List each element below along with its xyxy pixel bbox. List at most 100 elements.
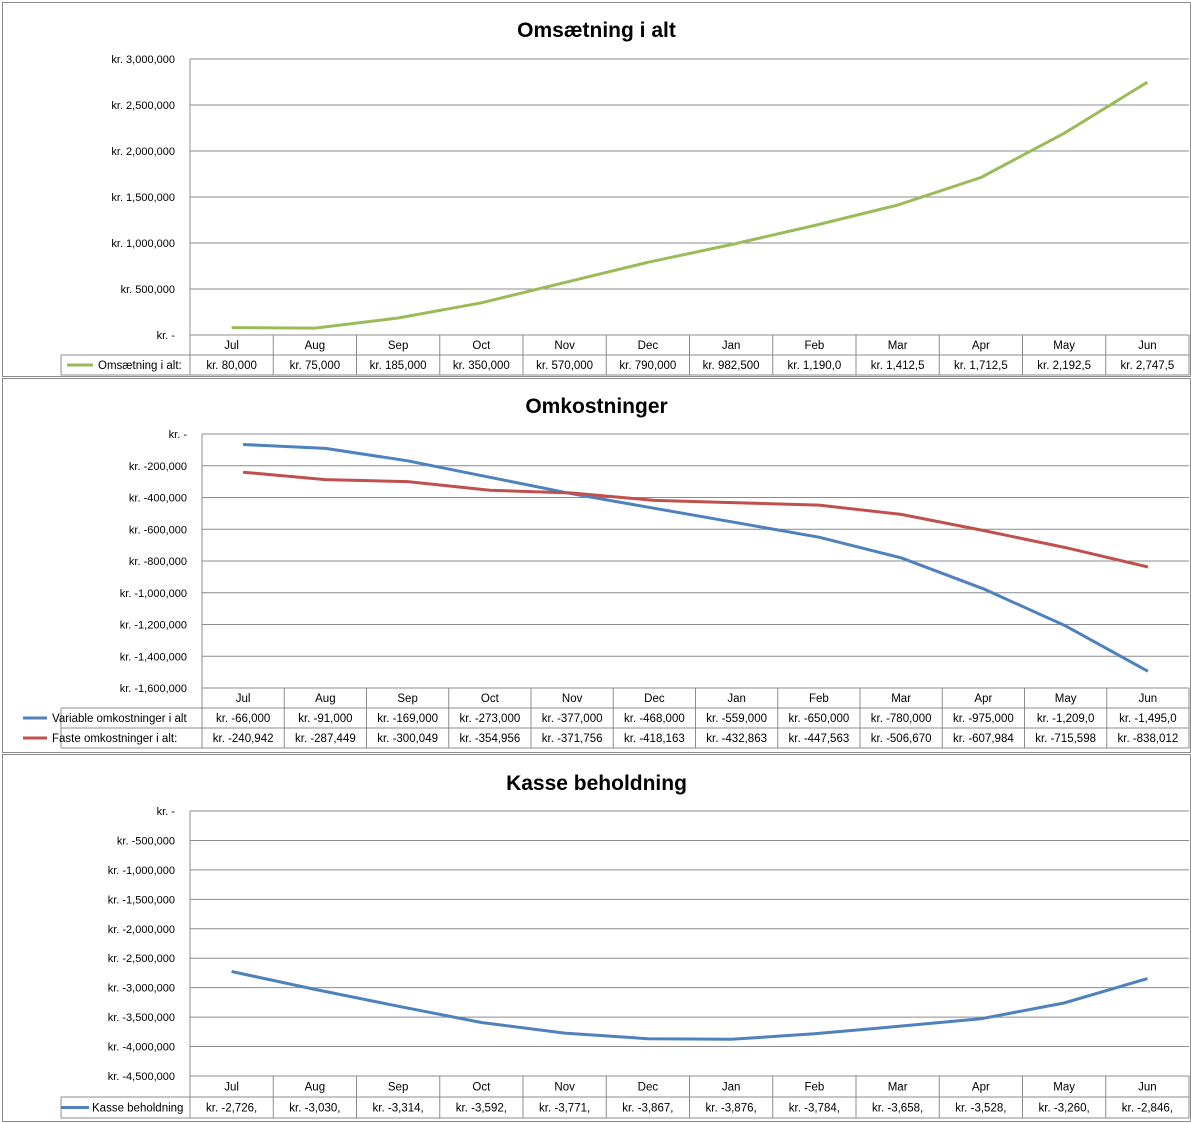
- table-value: kr. -2,846,: [1122, 1103, 1173, 1115]
- x-category-label: May: [1053, 1082, 1075, 1094]
- y-tick-label: kr. -: [169, 429, 188, 441]
- table-value: kr. -650,000: [789, 713, 850, 725]
- y-tick-label: kr. 1,500,000: [111, 192, 175, 204]
- x-category-label: Sep: [388, 340, 408, 352]
- y-tick-label: kr. -4,500,000: [108, 1071, 175, 1083]
- y-tick-label: kr. -1,400,000: [120, 651, 187, 663]
- table-value: kr. 350,000: [453, 360, 510, 372]
- table-value: kr. -3,592,: [456, 1103, 507, 1115]
- y-tick-label: kr. 2,000,000: [111, 146, 175, 158]
- chart-title: Omkostninger: [525, 395, 667, 418]
- table-value: kr. -3,771,: [539, 1103, 590, 1115]
- revenue-chart-panel: Omsætning i alt kr. 3,000,000 kr. 2,500,00…: [2, 2, 1191, 377]
- x-category-label: Apr: [972, 340, 990, 352]
- y-tick-label: kr. -3,500,000: [108, 1012, 175, 1024]
- table-value: kr. 80,000: [206, 360, 257, 372]
- table-value: kr. 1,712,5: [954, 360, 1008, 372]
- table-value: kr. -3,867,: [622, 1103, 673, 1115]
- legend-label-1: Kasse beholdning: [92, 1103, 183, 1115]
- legend-label-1: Variable omkostninger i alt: [52, 713, 187, 725]
- series-line-1: [231, 80, 1149, 330]
- table-value: kr. 2,747,5: [1121, 360, 1175, 372]
- x-category-label: Dec: [644, 693, 665, 705]
- table-value: kr. -1,209,0: [1037, 713, 1095, 725]
- table-value: kr. -354,956: [460, 733, 521, 745]
- series-line-1: [243, 443, 1149, 673]
- x-category-label: Mar: [888, 1082, 908, 1094]
- y-tick-label: kr. -: [157, 806, 176, 818]
- table-value: kr. -3,876,: [706, 1103, 757, 1115]
- table-value: kr. -3,030,: [289, 1103, 340, 1115]
- table-value: kr. -559,000: [706, 713, 767, 725]
- x-category-label: Feb: [809, 693, 829, 705]
- x-category-label: Mar: [888, 340, 908, 352]
- table-value: kr. 570,000: [536, 360, 593, 372]
- table-value: kr. 75,000: [290, 360, 341, 372]
- y-tick-label: kr. -1,600,000: [120, 683, 187, 695]
- table-value: kr. -1,495,0: [1119, 713, 1177, 725]
- table-value: kr. -169,000: [377, 713, 438, 725]
- y-tick-label: kr. -200,000: [129, 461, 187, 473]
- x-category-label: May: [1055, 693, 1077, 705]
- x-category-label: Jul: [224, 340, 239, 352]
- table-value: kr. -506,670: [871, 733, 932, 745]
- series-line-1: [231, 970, 1148, 1041]
- x-category-label: Aug: [305, 340, 325, 352]
- x-category-label: Jun: [1138, 1082, 1157, 1094]
- table-value: kr. 185,000: [370, 360, 427, 372]
- table-value: kr. -3,314,: [373, 1103, 424, 1115]
- y-tick-label: kr. -4,000,000: [108, 1042, 175, 1054]
- y-tick-label: kr. -1,500,000: [108, 894, 175, 906]
- table-value: kr. -273,000: [460, 713, 521, 725]
- table-value: kr. -300,049: [377, 733, 438, 745]
- table-value: kr. -468,000: [624, 713, 685, 725]
- costs-chart: Omkostninger kr. - kr. -200,000 kr. -400,00…: [23, 395, 1190, 749]
- x-category-label: Jun: [1138, 340, 1157, 352]
- table-value: kr. -715,598: [1035, 733, 1096, 745]
- x-category-label: Nov: [554, 1082, 575, 1094]
- y-tick-label: kr. -800,000: [129, 556, 187, 568]
- x-category-label: Oct: [481, 693, 500, 705]
- table-value: kr. 790,000: [619, 360, 676, 372]
- y-tick-label: kr. -1,200,000: [120, 620, 187, 632]
- table-value: kr. -2,726,: [206, 1103, 257, 1115]
- table-value: kr. -3,784,: [789, 1103, 840, 1115]
- y-tick-label: kr. -2,500,000: [108, 953, 175, 965]
- y-tick-label: kr. -: [157, 330, 176, 342]
- table-value: kr. -780,000: [871, 713, 932, 725]
- y-tick-label: kr. -3,000,000: [108, 983, 175, 995]
- y-tick-label: kr. -600,000: [129, 524, 187, 536]
- legend-label-2: Faste omkostninger i alt:: [52, 733, 177, 745]
- x-category-label: Sep: [397, 693, 417, 705]
- y-tick-label: kr. -1,000,000: [108, 865, 175, 877]
- table-value: kr. -91,000: [298, 713, 352, 725]
- legend-label-1: Omsætning i alt:: [98, 360, 182, 372]
- x-category-label: Jul: [236, 693, 251, 705]
- table-value: kr. 2,192,5: [1037, 360, 1091, 372]
- x-category-label: Aug: [305, 1082, 325, 1094]
- y-tick-label: kr. -400,000: [129, 493, 187, 505]
- x-category-label: Apr: [972, 1082, 990, 1094]
- y-tick-label: kr. 1,000,000: [111, 238, 175, 250]
- x-category-label: Jul: [224, 1082, 239, 1094]
- y-tick-label: kr. -500,000: [117, 835, 175, 847]
- x-category-label: Nov: [562, 693, 583, 705]
- table-value: kr. -3,528,: [955, 1103, 1006, 1115]
- x-category-label: Sep: [388, 1082, 408, 1094]
- x-category-label: Aug: [315, 693, 335, 705]
- x-category-label: Apr: [974, 693, 992, 705]
- table-value: kr. -377,000: [542, 713, 603, 725]
- chart-title: Omsætning i alt: [517, 19, 676, 42]
- y-tick-label: kr. -1,000,000: [120, 588, 187, 600]
- x-category-label: Mar: [891, 693, 911, 705]
- costs-chart-panel: Omkostninger kr. - kr. -200,000 kr. -400,00…: [2, 378, 1191, 753]
- x-category-label: Jan: [722, 1082, 741, 1094]
- table-value: kr. -607,984: [953, 733, 1014, 745]
- x-category-label: Jan: [727, 693, 746, 705]
- table-value: kr. -371,756: [542, 733, 603, 745]
- x-category-label: Dec: [638, 1082, 659, 1094]
- y-tick-label: kr. 500,000: [121, 284, 175, 296]
- x-category-label: Nov: [554, 340, 575, 352]
- table-value: kr. 982,500: [703, 360, 760, 372]
- table-value: kr. -418,163: [624, 733, 685, 745]
